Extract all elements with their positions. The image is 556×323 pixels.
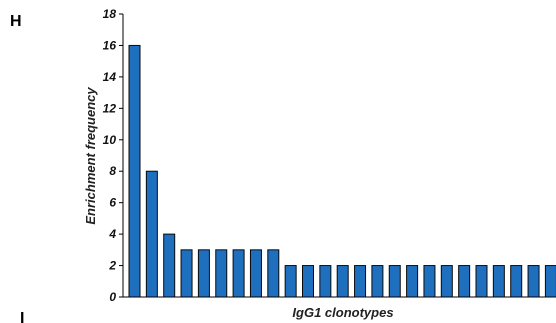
y-tick-label: 18 [103,7,117,21]
y-axis: 0 2 4 6 8 10 12 14 16 18 [103,7,124,304]
bar [145,170,158,298]
bar [406,265,419,298]
bar [544,265,556,298]
bar [128,44,141,298]
bars-group [128,44,556,298]
bar [527,265,540,298]
y-tick-label: 10 [103,133,117,147]
x-axis-title: IgG1 clonotypes [292,305,393,320]
y-tick-label: 4 [108,227,116,241]
bar [163,233,176,298]
panel-label-h: H [10,13,22,30]
y-tick-label: 2 [108,259,116,273]
bar [423,265,436,298]
bar [510,265,523,298]
bar [284,265,297,298]
bar [302,265,314,298]
bar [492,265,505,298]
y-tick-label: 16 [103,38,117,52]
bar [267,249,280,298]
bar [319,265,332,298]
bar [215,249,228,298]
bar [371,265,384,298]
y-tick-label: 12 [103,101,117,115]
y-tick-label: 8 [109,164,116,178]
y-axis-title: Enrichment frequency [83,87,98,225]
bar [440,265,453,298]
panel-label-i: I [20,310,24,323]
bar [249,249,262,298]
bar [475,265,488,298]
bar [354,265,367,298]
y-tick-label: 6 [109,196,116,210]
y-tick-label: 0 [109,290,116,304]
bar [180,249,193,298]
bar [458,265,471,298]
y-tick-label: 14 [103,70,117,84]
bar [197,249,210,298]
bar [388,265,401,298]
bar [232,249,245,298]
bar [336,265,349,298]
